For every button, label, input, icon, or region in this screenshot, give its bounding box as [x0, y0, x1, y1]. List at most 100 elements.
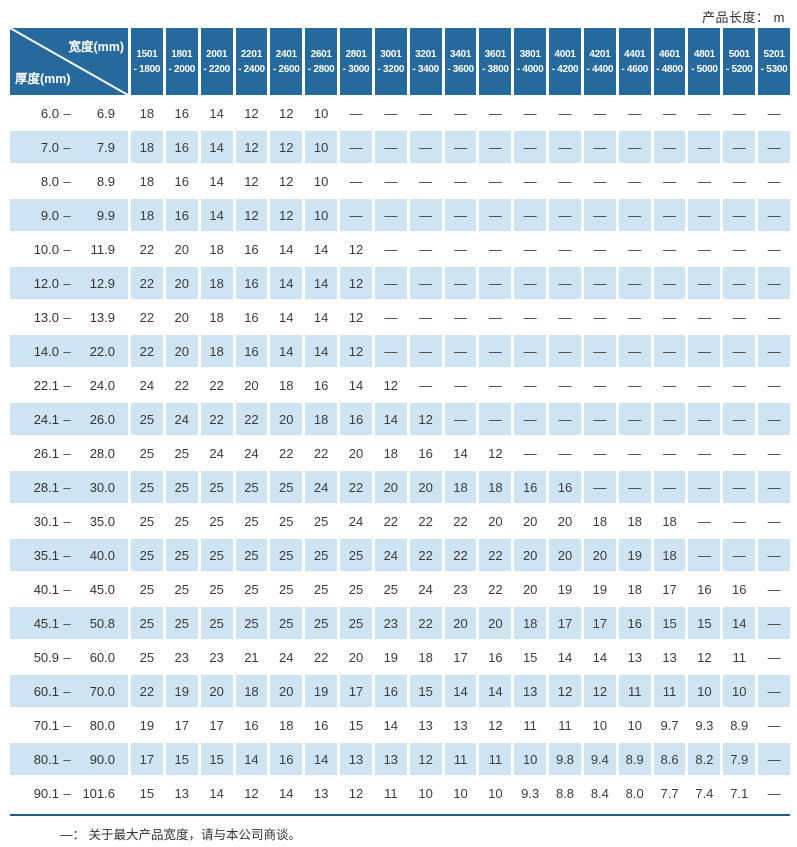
max-length-value: 17 [549, 607, 581, 639]
max-length-value: 25 [270, 607, 303, 639]
no-product-dash: — [374, 199, 407, 231]
no-product-dash: — [688, 505, 721, 537]
max-length-value: 15 [131, 777, 163, 809]
max-length-value: 24 [270, 641, 303, 673]
thickness-range-cell: 60.1–70.0 [10, 675, 128, 707]
thickness-range-cell: 80.1–90.0 [10, 743, 128, 775]
thickness-range-cell: 26.1–28.0 [10, 437, 128, 469]
spec-table-grid: 宽度(mm) 厚度(mm) 1501- 1800 1801- 2000 2001- … [10, 28, 790, 809]
no-product-dash: — [583, 233, 616, 265]
no-product-dash: — [549, 335, 581, 367]
max-length-value: 25 [200, 539, 233, 571]
thickness-range-cell: 6.0–6.9 [10, 97, 128, 129]
max-length-value: 11 [653, 675, 686, 707]
no-product-dash: — [444, 335, 477, 367]
no-product-dash: — [618, 233, 651, 265]
max-length-value: 25 [165, 505, 198, 537]
thickness-range-cell: 9.0–9.9 [10, 199, 128, 231]
no-product-dash: — [723, 233, 756, 265]
no-product-dash: — [618, 437, 651, 469]
no-product-dash: — [514, 165, 547, 197]
thickness-range-cell: 90.1–101.6 [10, 777, 128, 809]
no-product-dash: — [758, 301, 790, 333]
max-length-value: 20 [165, 233, 198, 265]
max-length-value: 17 [340, 675, 372, 707]
no-product-dash: — [688, 165, 721, 197]
max-length-value: 25 [340, 573, 372, 605]
max-length-value: 20 [409, 471, 442, 503]
max-length-value: 12 [270, 165, 303, 197]
max-length-value: 16 [723, 573, 756, 605]
no-product-dash: — [514, 301, 547, 333]
max-length-value: 13 [305, 777, 338, 809]
max-length-value: 20 [270, 675, 303, 707]
max-length-value: 25 [200, 505, 233, 537]
max-length-value: 11 [723, 641, 756, 673]
max-length-value: 12 [340, 335, 372, 367]
max-length-value: 18 [270, 369, 303, 401]
no-product-dash: — [409, 97, 442, 129]
max-length-value: 22 [165, 369, 198, 401]
no-product-dash: — [723, 199, 756, 231]
footnote: —： 关于最大产品宽度，请与本公司商谈。 [60, 828, 301, 842]
max-length-value: 25 [305, 607, 338, 639]
width-range-header: 2801- 3000 [340, 28, 372, 95]
max-length-value: 25 [200, 573, 233, 605]
no-product-dash: — [583, 369, 616, 401]
max-length-value: 17 [165, 709, 198, 741]
thickness-range-cell: 14.0–22.0 [10, 335, 128, 367]
max-length-value: 12 [235, 131, 268, 163]
max-length-value: 22 [131, 335, 163, 367]
no-product-dash: — [723, 301, 756, 333]
max-length-value: 11 [444, 743, 477, 775]
max-length-value: 9.3 [514, 777, 547, 809]
max-length-value: 12 [235, 165, 268, 197]
no-product-dash: — [688, 369, 721, 401]
max-length-value: 25 [131, 437, 163, 469]
max-length-value: 18 [514, 607, 547, 639]
max-length-value: 8.0 [618, 777, 651, 809]
max-length-value: 25 [200, 607, 233, 639]
max-length-value: 13 [514, 675, 547, 707]
no-product-dash: — [653, 471, 686, 503]
max-length-value: 18 [583, 505, 616, 537]
no-product-dash: — [618, 267, 651, 299]
max-length-value: 16 [235, 709, 268, 741]
max-length-value: 20 [444, 607, 477, 639]
max-length-value: 24 [200, 437, 233, 469]
no-product-dash: — [653, 437, 686, 469]
max-length-value: 25 [305, 573, 338, 605]
max-length-value: 24 [131, 369, 163, 401]
no-product-dash: — [583, 97, 616, 129]
width-range-header: 4201- 4400 [583, 28, 616, 95]
no-product-dash: — [758, 471, 790, 503]
max-length-value: 18 [305, 403, 338, 435]
no-product-dash: — [723, 539, 756, 571]
max-length-value: 12 [688, 641, 721, 673]
max-length-value: 25 [340, 607, 372, 639]
max-length-value: 18 [409, 641, 442, 673]
bottom-rule [10, 814, 790, 816]
max-length-value: 19 [165, 675, 198, 707]
max-length-value: 16 [340, 403, 372, 435]
max-length-value: 18 [200, 301, 233, 333]
max-length-value: 12 [479, 709, 512, 741]
no-product-dash: — [618, 199, 651, 231]
max-length-value: 16 [688, 573, 721, 605]
max-length-value: 14 [374, 709, 407, 741]
max-length-value: 16 [235, 233, 268, 265]
max-length-value: 11 [618, 675, 651, 707]
max-length-value: 13 [374, 743, 407, 775]
thickness-range-cell: 30.1–35.0 [10, 505, 128, 537]
max-length-value: 19 [374, 641, 407, 673]
max-length-value: 22 [409, 505, 442, 537]
no-product-dash: — [758, 437, 790, 469]
no-product-dash: — [340, 131, 372, 163]
max-length-value: 25 [131, 403, 163, 435]
max-length-value: 25 [131, 505, 163, 537]
max-length-value: 13 [340, 743, 372, 775]
no-product-dash: — [514, 267, 547, 299]
max-length-value: 13 [618, 641, 651, 673]
no-product-dash: — [409, 369, 442, 401]
max-length-value: 11 [479, 743, 512, 775]
